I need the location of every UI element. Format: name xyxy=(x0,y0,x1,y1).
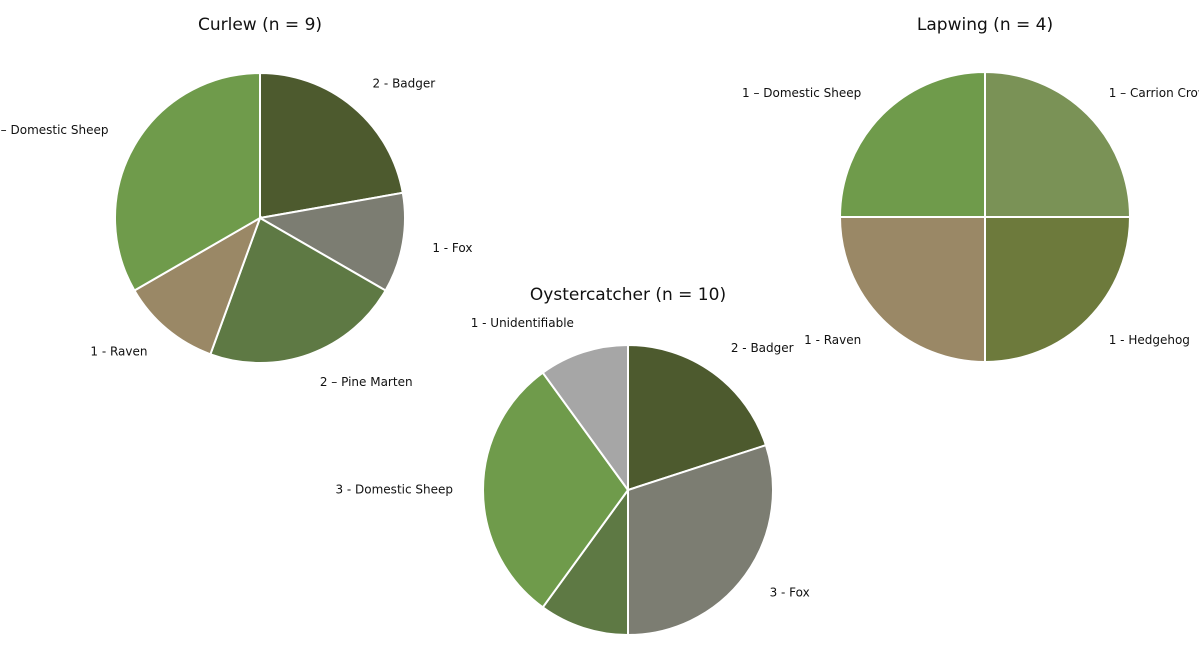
pie-slice xyxy=(209,216,387,364)
slice-label: 2 - Badger xyxy=(731,341,794,355)
pie-slice xyxy=(627,443,774,637)
slice-label: 1 - Unidentifiable xyxy=(471,316,574,330)
slice-label: 1 - Raven xyxy=(90,345,147,359)
pie-slice xyxy=(257,191,406,292)
slice-label: 1 - Fox xyxy=(432,241,472,255)
pie-slice xyxy=(984,70,1132,218)
slice-label: 1 – Domestic Sheep xyxy=(742,86,861,100)
chart-title: Lapwing (n = 4) xyxy=(917,15,1053,35)
pie-slice xyxy=(984,216,1132,364)
slice-label: 1 - Raven xyxy=(804,333,861,347)
pie-slice xyxy=(482,371,630,609)
slice-label: 3 - Domestic Sheep xyxy=(335,483,453,497)
pie-slice xyxy=(838,216,986,364)
chart-title: Curlew (n = 9) xyxy=(198,15,322,35)
slice-label: 2 – Pine Marten xyxy=(320,375,413,389)
slice-label: 3 – Domestic Sheep xyxy=(0,123,108,137)
slice-label: 1 – Carrion Crow xyxy=(1109,86,1199,100)
pie-slice xyxy=(541,343,629,494)
chart-title: Oystercatcher (n = 10) xyxy=(530,285,726,305)
pie-slice xyxy=(627,343,768,492)
slice-label: 2 - Badger xyxy=(372,76,435,90)
slice-label: 1 - Hedgehog xyxy=(1109,333,1190,347)
pie-slice xyxy=(259,71,404,220)
pie-slice xyxy=(838,70,986,218)
slice-label: 3 - Fox xyxy=(770,585,810,599)
pie-slice xyxy=(114,71,261,292)
pie-slice xyxy=(541,486,629,637)
pie-slice xyxy=(133,215,262,356)
